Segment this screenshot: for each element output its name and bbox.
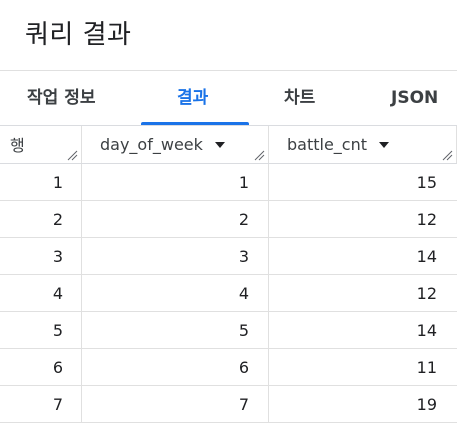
column-header-day-of-week[interactable]: day_of_week bbox=[82, 126, 269, 163]
table-row: 4 4 12 bbox=[0, 275, 457, 312]
battle-cnt-cell: 12 bbox=[416, 283, 437, 303]
row-number-cell: 1 bbox=[0, 164, 82, 200]
title-divider bbox=[0, 70, 457, 71]
column-header-label: battle_cnt bbox=[287, 135, 368, 154]
tab-results[interactable]: 결과 bbox=[177, 88, 209, 108]
row-number-cell: 6 bbox=[0, 349, 82, 385]
tabs-divider bbox=[0, 125, 457, 126]
column-header-label: 행 bbox=[10, 136, 25, 155]
table-row: 7 7 19 bbox=[0, 386, 457, 423]
table-header-row: 행 day_of_week battle_cnt bbox=[0, 126, 457, 164]
results-table: 행 day_of_week battle_cnt 1 1 15 bbox=[0, 126, 457, 423]
table-row: 3 3 14 bbox=[0, 238, 457, 275]
column-header-row-number: 행 bbox=[0, 126, 82, 163]
row-number-cell: 7 bbox=[0, 386, 82, 422]
battle-cnt-cell: 15 bbox=[416, 172, 437, 192]
column-resize-handle-icon[interactable] bbox=[253, 149, 265, 161]
tab-job-info[interactable]: 작업 정보 bbox=[27, 88, 96, 108]
row-number-cell: 4 bbox=[0, 275, 82, 311]
day-of-week-cell: 7 bbox=[82, 386, 269, 422]
row-number-cell: 3 bbox=[0, 238, 82, 274]
tab-json[interactable]: JSON bbox=[391, 88, 439, 108]
page-title: 쿼리 결과 bbox=[25, 20, 132, 50]
sort-down-icon[interactable] bbox=[379, 141, 390, 148]
battle-cnt-cell: 12 bbox=[416, 209, 437, 229]
row-number-cell: 5 bbox=[0, 312, 82, 348]
day-of-week-cell: 6 bbox=[82, 349, 269, 385]
column-resize-handle-icon[interactable] bbox=[441, 149, 453, 161]
day-of-week-cell: 5 bbox=[82, 312, 269, 348]
tab-chart[interactable]: 차트 bbox=[284, 88, 316, 108]
column-header-label: day_of_week bbox=[100, 135, 203, 154]
active-tab-indicator bbox=[141, 122, 249, 125]
battle-cnt-cell: 11 bbox=[416, 357, 437, 377]
column-header-battle-cnt[interactable]: battle_cnt bbox=[269, 126, 457, 163]
row-number-cell: 2 bbox=[0, 201, 82, 237]
day-of-week-cell: 2 bbox=[82, 201, 269, 237]
column-resize-handle-icon[interactable] bbox=[66, 149, 78, 161]
table-row: 1 1 15 bbox=[0, 164, 457, 201]
day-of-week-cell: 3 bbox=[82, 238, 269, 274]
table-row: 6 6 11 bbox=[0, 349, 457, 386]
sort-down-icon[interactable] bbox=[214, 141, 225, 148]
day-of-week-cell: 1 bbox=[82, 164, 269, 200]
battle-cnt-cell: 14 bbox=[416, 246, 437, 266]
battle-cnt-cell: 14 bbox=[416, 320, 437, 340]
day-of-week-cell: 4 bbox=[82, 275, 269, 311]
battle-cnt-cell: 19 bbox=[416, 394, 437, 414]
table-row: 5 5 14 bbox=[0, 312, 457, 349]
result-tabs: 작업 정보 결과 차트 JSON bbox=[0, 71, 457, 126]
table-row: 2 2 12 bbox=[0, 201, 457, 238]
